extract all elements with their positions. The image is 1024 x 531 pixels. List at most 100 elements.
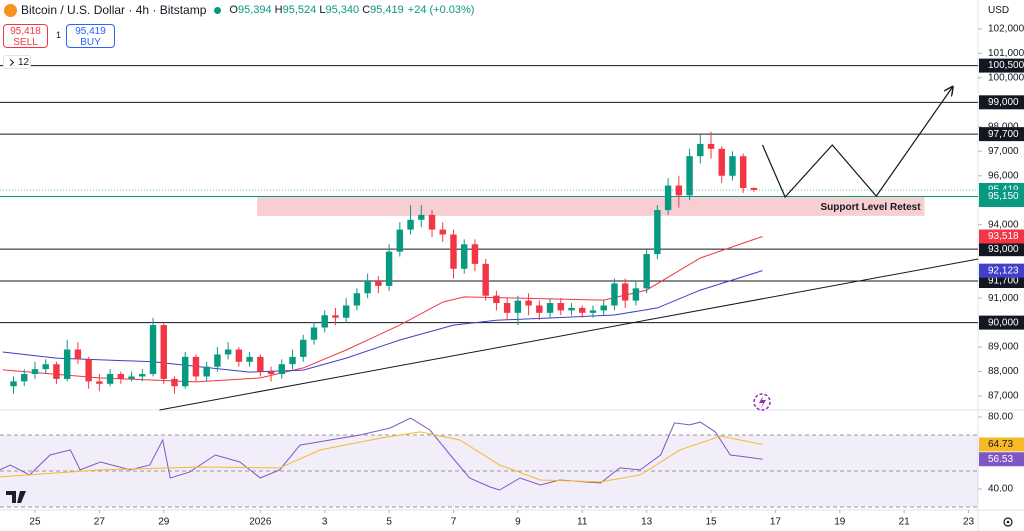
axis-layer: 102,000 101,000 100,000 98,000 97,000 96,000 9… xyxy=(29,24,1024,528)
candle-body xyxy=(493,295,500,304)
x-tick-label: 3 xyxy=(322,517,328,528)
x-tick-label: 5 xyxy=(386,517,392,528)
y-tick-label: 96,000 xyxy=(988,170,1019,181)
candle-body xyxy=(74,349,82,360)
ohlc-value: 95,524 xyxy=(282,4,317,16)
trendline xyxy=(159,258,979,411)
rsi-band xyxy=(0,435,978,507)
ohlc-key: C xyxy=(362,4,371,16)
moving-average xyxy=(2,270,763,373)
candle-body xyxy=(160,325,167,379)
y-tick-label: 101,000 xyxy=(988,48,1024,59)
candle-body xyxy=(589,310,597,313)
candle-body xyxy=(85,359,92,382)
x-tick-label: 11 xyxy=(577,517,588,528)
x-tick-label: 27 xyxy=(94,517,106,528)
price-badge xyxy=(979,229,1024,244)
level-label: 91,700 xyxy=(988,276,1019,287)
candle-body xyxy=(418,214,425,220)
candle-body xyxy=(643,254,650,289)
x-tick-label: 9 xyxy=(515,517,521,528)
buy-button[interactable]: 95,419 BUY xyxy=(66,24,115,48)
x-tick-label: 17 xyxy=(770,517,782,528)
ohlc-value: 95,419 xyxy=(370,4,404,16)
candle-body xyxy=(503,303,511,313)
candle-body xyxy=(53,364,60,379)
price-change: +24 (+0.03%) xyxy=(407,4,475,16)
spread: 1 xyxy=(56,30,62,40)
candle-body xyxy=(697,143,704,157)
candle-body xyxy=(171,378,178,387)
market-status xyxy=(214,6,222,14)
candle-body xyxy=(396,229,404,252)
projection-path xyxy=(761,87,953,199)
x-tick-label: 13 xyxy=(641,517,653,528)
x-tick-label: 7 xyxy=(451,517,457,528)
symbol-header: Bitcoin / U.S. Dollar · 4h · Bitstamp O 9… xyxy=(4,3,474,17)
level-badge xyxy=(979,58,1024,73)
level-badge xyxy=(979,127,1024,142)
candle-body xyxy=(289,356,296,365)
indicators-toggle[interactable]: 12 xyxy=(3,55,31,69)
candle-body xyxy=(525,300,532,306)
rsi-tick-label: 80.00 xyxy=(988,412,1013,423)
x-tick-label: 19 xyxy=(834,517,846,528)
candle-body xyxy=(139,374,146,377)
candle-body xyxy=(117,374,125,379)
candle-body xyxy=(149,325,157,375)
price-badge-label: 92,123 xyxy=(988,265,1019,276)
candle-body xyxy=(257,356,264,372)
candle-body xyxy=(106,374,114,384)
candle-body xyxy=(739,156,747,188)
x-tick-label: 21 xyxy=(899,517,911,528)
rsi-tick-label: 40.00 xyxy=(988,484,1013,495)
candle-body xyxy=(482,263,489,296)
symbol-icon xyxy=(4,3,17,17)
level-badge xyxy=(979,95,1024,110)
y-tick-label: 88,000 xyxy=(988,366,1019,377)
y-tick-label: 94,000 xyxy=(988,219,1019,230)
currency[interactable]: USD xyxy=(988,5,1010,16)
candle-body xyxy=(686,156,693,196)
plot-layer: Support Level Retest xyxy=(0,65,979,508)
ohlc-key: O xyxy=(229,4,238,16)
price-badge-label: 93,518 xyxy=(988,231,1019,242)
candle-body xyxy=(428,214,436,230)
sell-button[interactable]: 95,418 SELL xyxy=(3,24,48,48)
settings-icon[interactable] xyxy=(1003,517,1013,527)
candle-body xyxy=(353,293,361,306)
x-tick-label: 25 xyxy=(29,517,41,528)
candle-body xyxy=(729,156,736,176)
rsi-badge-label: 64.73 xyxy=(988,439,1013,450)
rsi-badge-label: 56.53 xyxy=(988,454,1013,465)
level-label: 93,000 xyxy=(988,244,1019,255)
ohlc-key: L xyxy=(319,4,326,16)
candle-body xyxy=(579,307,586,313)
candle-body xyxy=(407,219,414,230)
symbol-title[interactable]: Bitcoin / U.S. Dollar · 4h · Bitstamp xyxy=(21,3,207,17)
price-badge xyxy=(979,263,1024,278)
candle-body xyxy=(621,283,629,301)
rsi-line xyxy=(0,417,763,491)
candle-body xyxy=(654,210,661,255)
level-badge xyxy=(979,242,1024,257)
sell-price: 95,418 xyxy=(10,26,41,37)
candle-body xyxy=(557,303,565,311)
candle-body xyxy=(96,381,103,384)
level-label: 99,000 xyxy=(988,97,1019,108)
candle-body xyxy=(42,364,49,370)
candle-body xyxy=(385,251,393,286)
x-tick-label: 23 xyxy=(963,517,975,528)
candle-body xyxy=(439,229,446,235)
y-tick-label: 87,000 xyxy=(988,391,1019,402)
ohlc-key: H xyxy=(274,4,283,16)
support-zone xyxy=(257,197,925,216)
candle-body xyxy=(600,305,607,311)
candle-body xyxy=(460,244,468,269)
x-tick-label: 29 xyxy=(158,517,170,528)
candle-body xyxy=(63,349,71,379)
level-label: 97,700 xyxy=(988,129,1019,140)
candle-body xyxy=(707,143,715,149)
candle-body xyxy=(192,356,200,377)
replay-icon[interactable] xyxy=(753,393,771,411)
